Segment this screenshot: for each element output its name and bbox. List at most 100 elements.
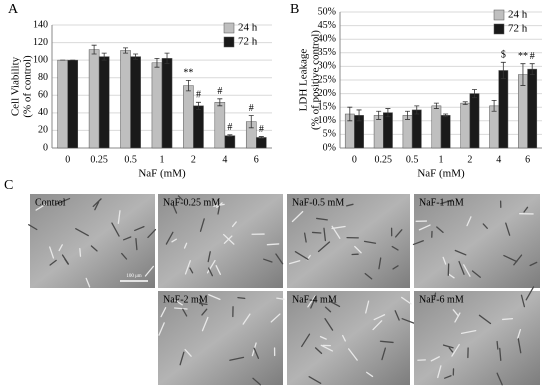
cell — [266, 243, 280, 246]
annotation: # — [249, 103, 254, 114]
error-bar — [414, 105, 420, 115]
cell — [291, 210, 304, 223]
cell — [237, 296, 246, 300]
y-tick-label: 20 — [38, 125, 48, 136]
bar — [527, 68, 538, 149]
bar — [183, 85, 194, 149]
cell — [229, 356, 245, 361]
y-axis-label: LDH Leakage — [298, 49, 310, 112]
cell — [381, 347, 386, 361]
cell — [513, 254, 523, 266]
cell — [478, 314, 492, 325]
cell — [223, 235, 233, 244]
x-tick-label: 0.25 — [90, 154, 108, 165]
cell — [466, 216, 472, 227]
micrograph — [158, 291, 283, 385]
cell — [58, 244, 63, 252]
legend-swatch — [493, 9, 505, 21]
error-bar — [164, 52, 170, 65]
cell — [463, 264, 471, 277]
cell — [364, 272, 373, 280]
cell — [160, 307, 167, 318]
cell — [208, 267, 214, 277]
legend-swatch — [223, 22, 235, 34]
cell — [324, 306, 332, 313]
cell — [198, 302, 208, 306]
cell — [436, 226, 444, 234]
y-tick-label: 120 — [33, 37, 48, 48]
cell — [179, 351, 185, 366]
cell — [365, 300, 370, 314]
cell — [184, 260, 191, 275]
panel-label: B — [290, 2, 299, 17]
y-tick-label: 40% — [318, 33, 336, 44]
cell — [391, 245, 399, 251]
y-tick-label: 20% — [318, 88, 336, 99]
cell — [301, 333, 311, 348]
x-tick-label: 0 — [65, 154, 70, 165]
error-bar — [385, 108, 391, 118]
cell — [320, 344, 334, 352]
cell — [401, 296, 412, 305]
micrograph — [287, 194, 410, 288]
annotation: # — [259, 124, 264, 135]
cell — [342, 334, 346, 342]
cell — [372, 320, 383, 331]
error-bar — [248, 115, 254, 129]
bar — [98, 56, 110, 149]
y-tick-label: 40 — [38, 107, 48, 118]
cell — [316, 217, 328, 221]
error-bar — [195, 101, 201, 110]
cell — [35, 203, 47, 211]
cell — [174, 299, 183, 306]
error-bar — [133, 53, 139, 60]
y-tick-label: 30% — [318, 61, 336, 72]
cell — [448, 347, 454, 353]
y-tick-label: 10% — [318, 115, 336, 126]
cell — [172, 204, 178, 214]
cell — [440, 199, 454, 205]
cell — [499, 347, 502, 361]
y-tick-label: 25% — [318, 74, 336, 85]
cell — [208, 294, 221, 301]
cell — [270, 313, 281, 323]
bar — [402, 115, 413, 149]
y-axis-label: (% of positive control) — [310, 30, 322, 130]
error-bar — [520, 63, 526, 86]
bar — [431, 105, 442, 149]
cell — [276, 297, 285, 300]
error-bar — [123, 47, 129, 54]
error-bar — [491, 100, 497, 112]
y-tick-label: 15% — [318, 101, 336, 112]
y-tick-label: 35% — [318, 47, 336, 58]
cell — [454, 249, 467, 256]
cell — [437, 365, 442, 379]
legend-label: 24 h — [508, 9, 528, 21]
cell — [165, 231, 174, 245]
cell — [158, 322, 165, 336]
legend-swatch — [223, 36, 235, 48]
cell — [328, 300, 341, 308]
cell — [460, 329, 477, 335]
bar — [151, 62, 163, 149]
cell — [373, 314, 386, 321]
bar — [130, 56, 141, 149]
bar — [383, 112, 393, 149]
cell — [252, 377, 261, 386]
cell — [529, 261, 538, 267]
micrograph — [414, 291, 540, 385]
cell — [135, 237, 138, 251]
cell — [433, 292, 437, 299]
annotation: # — [196, 90, 201, 101]
error-bar — [376, 110, 382, 120]
bar — [460, 102, 471, 149]
bar — [193, 105, 204, 149]
x-tick-label: 4 — [496, 154, 501, 165]
annotation: # — [217, 86, 222, 97]
cell — [379, 340, 394, 344]
x-tick-label: 0.25 — [375, 154, 393, 165]
cell — [215, 265, 222, 275]
cell — [347, 348, 358, 361]
cell — [134, 225, 145, 232]
cell — [317, 241, 331, 253]
